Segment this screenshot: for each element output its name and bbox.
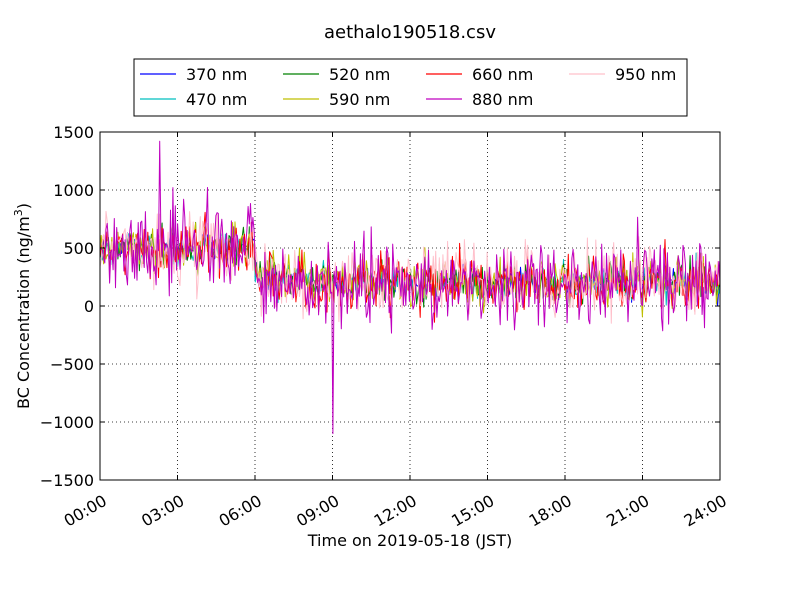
y-tick-label: 0	[84, 297, 94, 316]
grid	[100, 132, 720, 480]
legend-label: 660 nm	[472, 65, 533, 84]
x-tick-label: 12:00	[371, 491, 420, 531]
y-tick-label: −1000	[40, 413, 94, 432]
legend-label: 470 nm	[186, 90, 247, 109]
x-tick-label: 09:00	[293, 491, 342, 531]
y-axis-label-suffix: )	[14, 203, 33, 209]
x-tick-label: 21:00	[603, 491, 652, 531]
legend-label: 950 nm	[615, 65, 676, 84]
y-tick-label: 1000	[53, 181, 94, 200]
y-tick-label: 500	[63, 239, 94, 258]
x-tick-label: 18:00	[526, 491, 575, 531]
legend-label: 590 nm	[329, 90, 390, 109]
y-tick-label: −500	[50, 355, 94, 374]
legend: 370 nm 470 nm 520 nm 590 nm 660 nm 880 nm 950 …	[133, 58, 688, 117]
x-tick-label: 24:00	[681, 491, 730, 531]
y-axis-label-main: BC Concentration (ng/m	[14, 216, 33, 409]
x-tick-label: 03:00	[138, 491, 187, 531]
ticks: 00:00 03:00 06:00 09:00 12:00 15:00 18:00 21:00…	[40, 123, 730, 531]
series-line-880-nm	[99, 140, 721, 435]
legend-label: 370 nm	[186, 65, 247, 84]
series-layer	[99, 140, 721, 435]
legend-frame	[133, 58, 688, 117]
y-axis-label: BC Concentration (ng/m3)	[12, 203, 33, 409]
x-tick-label: 06:00	[216, 491, 265, 531]
y-axis-label-superscript: 3	[12, 209, 25, 216]
x-tick-label: 15:00	[448, 491, 497, 531]
chart-title: aethalo190518.csv	[324, 22, 496, 43]
legend-label: 520 nm	[329, 65, 390, 84]
y-tick-label: 1500	[53, 123, 94, 142]
x-tick-label: 00:00	[61, 491, 110, 531]
y-tick-label: −1500	[40, 471, 94, 490]
x-axis-label: Time on 2019-05-18 (JST)	[307, 531, 512, 550]
legend-label: 880 nm	[472, 90, 533, 109]
